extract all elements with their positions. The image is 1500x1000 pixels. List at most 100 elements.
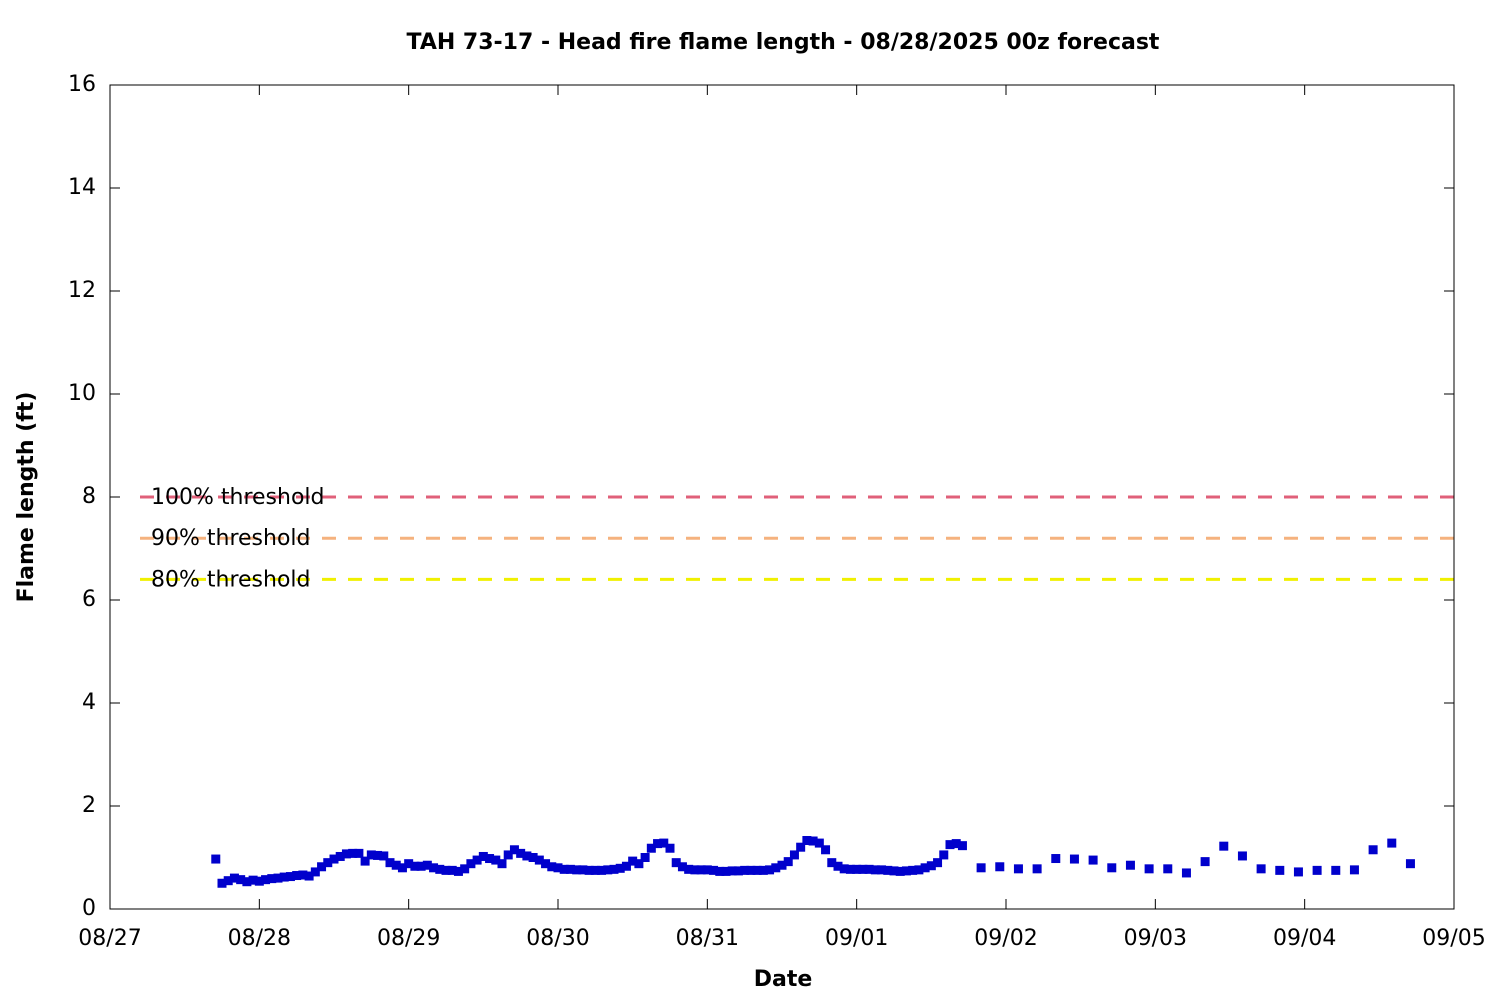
point <box>317 862 327 872</box>
point <box>727 866 737 876</box>
x-tick-label: 09/02 <box>974 926 1037 951</box>
point <box>852 864 862 874</box>
point <box>385 858 395 868</box>
x-tick-label: 09/05 <box>1422 926 1485 951</box>
point <box>211 854 221 864</box>
x-tick-label: 09/04 <box>1273 926 1336 951</box>
point <box>590 865 600 875</box>
point <box>279 872 289 882</box>
point <box>460 864 470 874</box>
point <box>298 870 308 880</box>
point <box>335 851 345 861</box>
point <box>684 864 694 874</box>
point <box>422 860 432 870</box>
point <box>553 863 563 873</box>
point <box>329 854 339 864</box>
point <box>373 850 383 860</box>
point <box>634 859 644 869</box>
point <box>752 865 762 875</box>
point <box>933 858 943 868</box>
point <box>671 858 681 868</box>
point <box>733 866 743 876</box>
point <box>453 866 463 876</box>
point <box>435 864 445 874</box>
point <box>310 867 320 877</box>
point <box>1256 864 1266 874</box>
point <box>908 865 918 875</box>
point <box>410 861 420 871</box>
point <box>1387 838 1397 848</box>
point <box>491 855 501 865</box>
point <box>814 838 824 848</box>
point <box>229 873 239 883</box>
point <box>248 875 258 885</box>
point <box>472 855 482 865</box>
point <box>845 864 855 874</box>
point <box>416 861 426 871</box>
point <box>397 863 407 873</box>
point <box>1219 841 1229 851</box>
point <box>609 864 619 874</box>
point <box>522 851 532 861</box>
point <box>895 866 905 876</box>
point <box>1181 868 1191 878</box>
x-tick-label: 09/01 <box>825 926 888 951</box>
point <box>939 850 949 860</box>
point <box>833 861 843 871</box>
point <box>621 861 631 871</box>
point <box>628 856 638 866</box>
point <box>995 862 1005 872</box>
point <box>503 850 513 860</box>
point <box>646 843 656 853</box>
point <box>827 858 837 868</box>
point <box>1144 864 1154 874</box>
point <box>615 863 625 873</box>
y-tick-label: 12 <box>68 278 96 303</box>
point <box>236 875 246 885</box>
point <box>864 864 874 874</box>
point <box>348 848 358 858</box>
chart-title: TAH 73-17 - Head fire flame length - 08/… <box>407 30 1160 55</box>
point <box>765 865 775 875</box>
point <box>1368 845 1378 855</box>
point <box>1125 860 1135 870</box>
point <box>261 875 271 885</box>
point <box>1237 851 1247 861</box>
point <box>1013 864 1023 874</box>
threshold-label: 100% threshold <box>151 485 325 510</box>
point <box>292 871 302 881</box>
point <box>690 865 700 875</box>
point <box>721 866 731 876</box>
point <box>1349 865 1359 875</box>
point <box>1200 857 1210 867</box>
point <box>447 865 457 875</box>
y-tick-label: 0 <box>82 896 96 921</box>
point <box>783 857 793 867</box>
point <box>696 865 706 875</box>
point <box>951 839 961 849</box>
point <box>914 865 924 875</box>
x-tick-label: 08/31 <box>676 926 739 951</box>
y-tick-label: 8 <box>82 484 96 509</box>
point <box>808 836 818 846</box>
point <box>976 863 986 873</box>
point <box>677 862 687 872</box>
point <box>559 864 569 874</box>
point <box>740 865 750 875</box>
point <box>528 853 538 862</box>
y-tick-label: 10 <box>68 381 96 406</box>
point <box>242 877 252 887</box>
point <box>478 851 488 861</box>
point <box>858 864 868 874</box>
point <box>1405 859 1415 869</box>
x-axis-label: Date <box>754 967 813 992</box>
point <box>1088 855 1098 865</box>
point <box>796 842 806 852</box>
point <box>883 865 893 875</box>
point <box>920 863 930 873</box>
point <box>516 848 526 858</box>
point <box>659 838 669 848</box>
y-tick-label: 14 <box>68 175 96 200</box>
point <box>254 876 264 886</box>
